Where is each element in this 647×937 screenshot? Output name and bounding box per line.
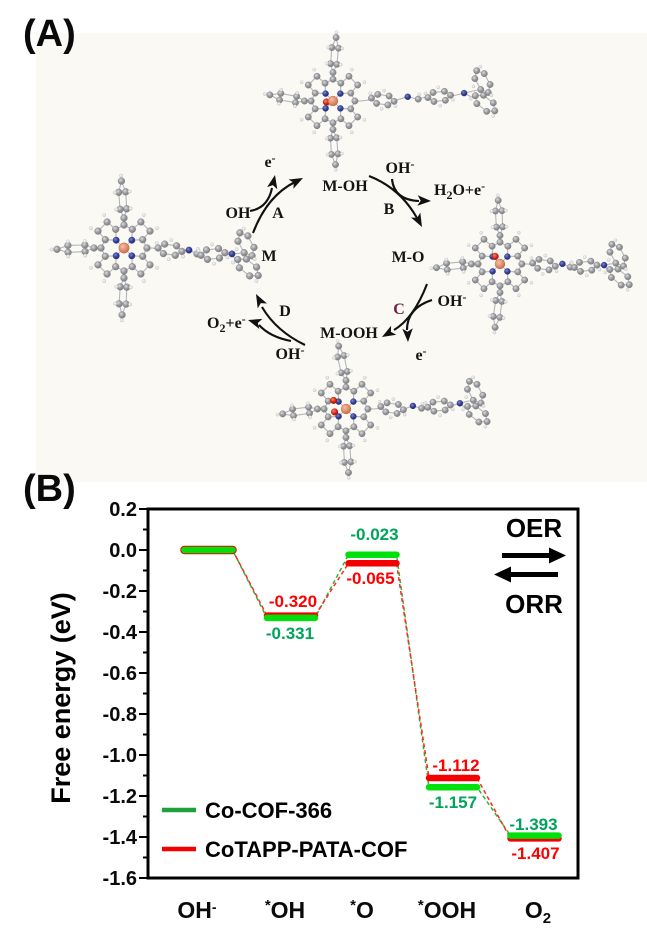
svg-text:*O: *O (350, 897, 374, 923)
svg-text:OH-: OH- (438, 290, 467, 310)
svg-text:-0.065: -0.065 (346, 569, 394, 588)
svg-text:-0.331: -0.331 (266, 624, 314, 643)
svg-text:-1.4: -1.4 (103, 827, 138, 849)
svg-text:(A): (A) (23, 13, 76, 55)
svg-text:-0.320: -0.320 (269, 592, 317, 611)
svg-text:0.2: 0.2 (109, 499, 137, 521)
svg-text:-0.023: -0.023 (350, 525, 398, 544)
svg-text:A: A (272, 205, 284, 222)
svg-text:-1.157: -1.157 (429, 793, 477, 812)
svg-text:OH-: OH- (276, 343, 305, 363)
svg-text:(B): (B) (23, 468, 76, 510)
svg-text:Free energy (eV): Free energy (eV) (46, 592, 76, 804)
svg-text:M-OOH: M-OOH (320, 325, 378, 342)
svg-text:M-O: M-O (392, 249, 425, 266)
svg-text:O2+e-: O2+e- (207, 312, 246, 335)
svg-text:C: C (393, 301, 405, 318)
svg-text:-0.4: -0.4 (103, 622, 138, 644)
svg-text:-1.407: -1.407 (511, 844, 559, 863)
svg-text:*OOH: *OOH (418, 897, 476, 923)
svg-text:O2: O2 (525, 897, 551, 927)
svg-text:-1.393: -1.393 (509, 815, 557, 834)
svg-text:-0.6: -0.6 (103, 663, 137, 685)
svg-text:H2O+e-: H2O+e- (434, 179, 485, 202)
svg-text:Co-COF-366: Co-COF-366 (205, 798, 332, 823)
svg-text:-1.0: -1.0 (103, 745, 137, 767)
svg-text:M-OH: M-OH (322, 178, 368, 195)
svg-text:-1.6: -1.6 (103, 868, 137, 890)
svg-text:M: M (261, 248, 276, 265)
svg-text:-1.2: -1.2 (103, 786, 137, 808)
svg-text:-0.2: -0.2 (103, 581, 137, 603)
svg-text:-0.8: -0.8 (103, 704, 137, 726)
svg-text:OER: OER (506, 513, 563, 543)
svg-text:B: B (384, 201, 395, 218)
svg-text:ORR: ORR (505, 589, 563, 619)
svg-text:OH-: OH- (386, 157, 415, 177)
svg-text:0.0: 0.0 (109, 540, 137, 562)
svg-text:-1.112: -1.112 (432, 756, 479, 775)
svg-text:e-: e- (264, 151, 275, 171)
svg-text:*OH: *OH (265, 897, 305, 923)
svg-text:OH-: OH- (177, 897, 217, 923)
svg-text:CoTAPP-PATA-COF: CoTAPP-PATA-COF (205, 837, 407, 862)
svg-text:OH-: OH- (226, 202, 255, 222)
svg-text:e-: e- (415, 344, 426, 364)
svg-text:D: D (279, 303, 291, 320)
